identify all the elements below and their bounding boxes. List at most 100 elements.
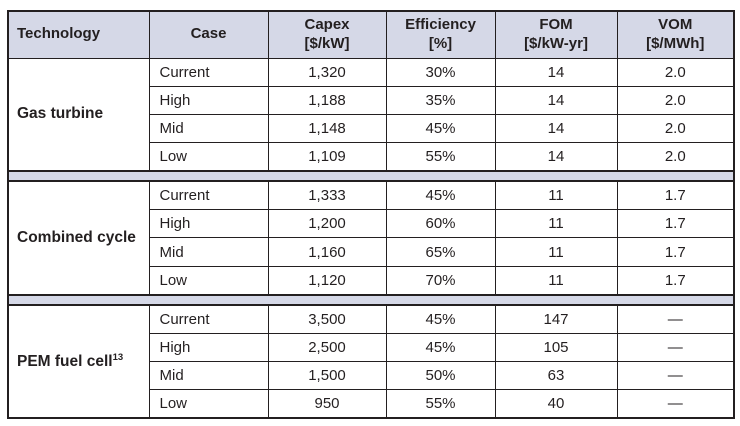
cell-capex: 1,160 — [267, 237, 387, 267]
technology-name: Combined cycle — [17, 228, 136, 246]
column-header-efficiency: Efficiency [%] — [385, 10, 496, 59]
cell-vom: — — [616, 304, 735, 334]
cell-case: Current — [148, 304, 269, 334]
cell-efficiency: 55% — [385, 389, 496, 419]
cell-vom: — — [616, 332, 735, 362]
technology-name: Gas turbine — [17, 105, 104, 123]
table-row: High 1,200 60% 11 1.7 — [8, 209, 735, 239]
cell-fom: 14 — [494, 114, 618, 144]
column-header-technology: Technology — [7, 10, 150, 59]
cell-capex: 1,120 — [267, 265, 387, 296]
column-label: Capex — [304, 16, 350, 33]
cell-case: Low — [148, 142, 269, 172]
cell-capex: 1,148 — [267, 114, 387, 144]
cell-capex: 1,500 — [267, 360, 387, 391]
column-header-fom: FOM [$/kW-yr] — [494, 10, 618, 59]
cell-efficiency: 30% — [385, 57, 496, 87]
cell-efficiency: 60% — [385, 209, 496, 239]
separator-band — [8, 170, 734, 183]
cell-vom: — — [616, 389, 735, 419]
cell-capex: 2,500 — [267, 332, 387, 362]
cell-efficiency: 45% — [385, 114, 496, 144]
cell-vom: 1.7 — [616, 265, 735, 296]
table-row: Low 950 55% 40 — — [8, 389, 735, 419]
cell-vom: 1.7 — [616, 180, 735, 211]
cell-vom: 2.0 — [616, 57, 735, 87]
cell-case: High — [148, 85, 269, 116]
cell-fom: 105 — [494, 332, 618, 362]
cell-case: High — [148, 209, 269, 239]
cell-case: Current — [148, 180, 269, 211]
header-row: Technology Case Capex [$/kW] Efficiency … — [7, 10, 735, 59]
table-row: High 1,188 35% 14 2.0 — [8, 85, 735, 116]
table-row: Combined cycle Current 1,333 45% 11 1.7 — [7, 180, 735, 296]
cell-case: Mid — [148, 237, 269, 267]
cell-fom: 14 — [494, 142, 618, 172]
column-label: Efficiency — [405, 16, 476, 33]
group-separator — [8, 293, 734, 306]
column-header-case: Case — [148, 10, 269, 59]
column-header-capex: Capex [$/kW] — [267, 10, 387, 59]
cell-efficiency: 35% — [385, 85, 496, 116]
table-row: Low 1,109 55% 14 2.0 — [8, 142, 735, 172]
technology-label-pem-fuel-cell: PEM fuel cell13 — [7, 304, 150, 419]
group-separator — [8, 170, 734, 183]
cell-case: Mid — [148, 114, 269, 144]
group-gas-turbine: Gas turbine Current 1,320 30% 14 2.0 Hig… — [7, 57, 735, 172]
column-unit: [$/MWh] — [646, 34, 705, 52]
cell-fom: 11 — [494, 180, 618, 211]
cell-vom: 1.7 — [616, 237, 735, 267]
cell-capex: 1,109 — [267, 142, 387, 172]
cell-fom: 14 — [494, 57, 618, 87]
table-row: Low 1,120 70% 11 1.7 — [8, 265, 735, 296]
cell-vom: 2.0 — [616, 142, 735, 172]
cell-efficiency: 45% — [385, 180, 496, 211]
cell-fom: 147 — [494, 304, 618, 334]
cell-efficiency: 55% — [385, 142, 496, 172]
cell-fom: 40 — [494, 389, 618, 419]
cell-case: Low — [148, 265, 269, 296]
cell-vom: 2.0 — [616, 114, 735, 144]
column-label: Technology — [17, 25, 101, 43]
cell-efficiency: 45% — [385, 332, 496, 362]
column-header-vom: VOM [$/MWh] — [616, 10, 735, 59]
cell-vom: — — [616, 360, 735, 391]
technology-cost-table-container: Technology Case Capex [$/kW] Efficiency … — [7, 10, 735, 419]
cell-capex: 1,320 — [267, 57, 387, 87]
cell-vom: 2.0 — [616, 85, 735, 116]
cell-efficiency: 45% — [385, 304, 496, 334]
cell-fom: 11 — [494, 265, 618, 296]
cell-case: Low — [148, 389, 269, 419]
cell-case: Current — [148, 57, 269, 87]
footnote-reference: 13 — [112, 351, 124, 363]
cell-vom: 1.7 — [616, 209, 735, 239]
separator-row — [8, 170, 734, 183]
cell-case: High — [148, 332, 269, 362]
separator-band — [8, 293, 734, 306]
cell-efficiency: 65% — [385, 237, 496, 267]
table-row: Mid 1,148 45% 14 2.0 — [8, 114, 735, 144]
cell-fom: 14 — [494, 85, 618, 116]
cell-capex: 1,188 — [267, 85, 387, 116]
column-label: FOM — [539, 16, 573, 33]
technology-label-combined-cycle: Combined cycle — [7, 180, 150, 296]
cell-capex: 950 — [267, 389, 387, 419]
column-unit: [$/kW-yr] — [524, 34, 588, 52]
table-row: PEM fuel cell13 Current 3,500 45% 147 — — [7, 304, 735, 419]
technology-label-gas-turbine: Gas turbine — [7, 57, 150, 172]
technology-name: PEM fuel cell — [17, 352, 113, 370]
cell-capex: 3,500 — [267, 304, 387, 334]
table-row: High 2,500 45% 105 — — [8, 332, 735, 362]
separator-row — [8, 293, 734, 306]
column-label: Case — [190, 25, 227, 43]
group-pem-fuel-cell: PEM fuel cell13 Current 3,500 45% 147 — … — [7, 304, 735, 419]
column-unit: [$/kW] — [304, 34, 350, 52]
technology-cost-table: Technology Case Capex [$/kW] Efficiency … — [7, 10, 735, 419]
cell-fom: 11 — [494, 209, 618, 239]
cell-capex: 1,200 — [267, 209, 387, 239]
cell-efficiency: 50% — [385, 360, 496, 391]
cell-capex: 1,333 — [267, 180, 387, 211]
column-unit: [%] — [428, 34, 453, 52]
cell-case: Mid — [148, 360, 269, 391]
